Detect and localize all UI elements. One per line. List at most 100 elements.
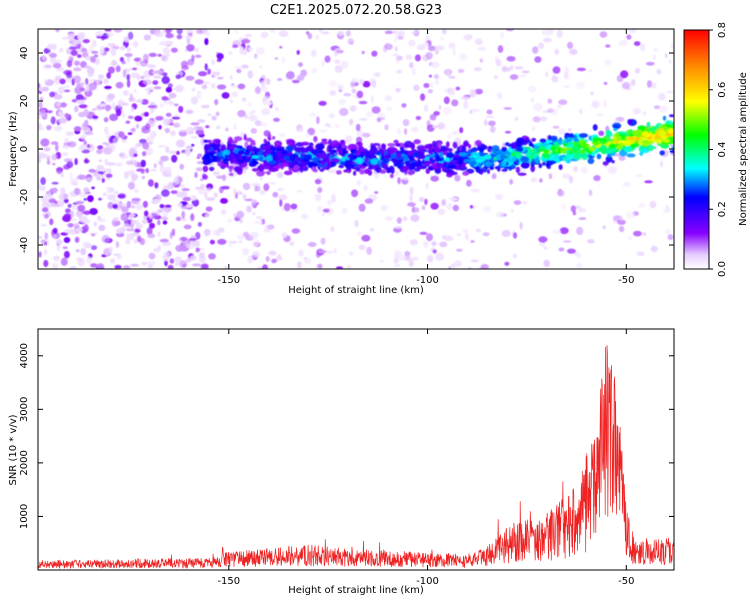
heatmap-cell <box>509 178 513 185</box>
heatmap-cell <box>436 162 444 169</box>
heatmap-cell <box>643 111 646 116</box>
heatmap-cell <box>49 52 57 58</box>
heatmap-cell <box>63 250 70 259</box>
heatmap-cell <box>318 249 327 254</box>
heatmap-cell <box>115 81 124 89</box>
heatmap-cell <box>230 159 234 165</box>
heatmap-cell <box>227 218 233 223</box>
heatmap-cell <box>203 154 210 161</box>
heatmap-cell <box>48 198 56 204</box>
heatmap-cell <box>548 173 553 180</box>
heatmap-cell <box>86 256 93 265</box>
heatmap-cell <box>395 87 401 93</box>
heatmap-cell <box>512 155 518 162</box>
heatmap-cell <box>346 264 352 269</box>
heatmap-cell <box>409 194 413 203</box>
heatmap-cell <box>191 127 198 131</box>
heatmap-cell <box>297 74 305 81</box>
heatmap-cell <box>248 144 253 151</box>
heatmap-cell <box>111 199 121 205</box>
heatmap-cell <box>345 30 351 37</box>
heatmap-cell <box>278 30 289 38</box>
heatmap-cell <box>141 175 145 180</box>
heatmap-cell <box>452 157 461 161</box>
heatmap-cell <box>377 144 381 150</box>
heatmap-cell <box>333 124 340 128</box>
heatmap-cell <box>419 231 428 235</box>
heatmap-cell <box>77 174 87 180</box>
heatmap-cell <box>598 137 608 145</box>
heatmap-cell <box>51 153 58 161</box>
heatmap-cell <box>578 217 587 221</box>
heatmap-cell <box>98 224 106 231</box>
heatmap-cell <box>70 218 77 222</box>
heatmap-cell <box>148 52 157 58</box>
colorbar-tick-label: 0.8 <box>717 22 728 38</box>
heatmap-cell <box>58 117 68 124</box>
heatmap-cell <box>279 198 283 207</box>
heatmap-cell <box>95 173 103 178</box>
heatmap-cell <box>351 189 359 198</box>
heatmap-cell <box>40 239 46 245</box>
heatmap-cell <box>635 130 644 136</box>
heatmap-cell <box>448 90 456 96</box>
heatmap-cell <box>190 136 199 139</box>
heatmap-cell <box>423 83 430 88</box>
heatmap-cell <box>588 189 593 196</box>
heatmap-cell <box>190 194 197 201</box>
heatmap-cell <box>157 208 164 213</box>
heatmap-cell <box>111 102 116 110</box>
heatmap-cell <box>182 263 187 268</box>
heatmap-cell <box>575 205 581 209</box>
heatmap-cell <box>409 239 418 246</box>
heatmap-cell <box>207 68 212 75</box>
heatmap-cell <box>171 116 181 120</box>
heatmap-cell <box>552 229 562 235</box>
heatmap-cell <box>330 161 337 167</box>
heatmap-cell <box>253 220 263 224</box>
heatmap-cell <box>204 213 210 218</box>
heatmap-cell <box>463 159 470 163</box>
heatmap-cell <box>247 255 254 264</box>
heatmap-cell <box>564 65 570 74</box>
x-tick-label: -50 <box>618 275 634 286</box>
heatmap-cell <box>349 105 357 112</box>
heatmap-cell <box>605 149 612 155</box>
heatmap-cell <box>440 36 444 41</box>
heatmap-cell <box>182 196 192 202</box>
heatmap-cell <box>222 174 227 181</box>
heatmap-cell <box>148 252 156 260</box>
heatmap-cell <box>434 79 439 85</box>
heatmap-cell <box>446 69 450 77</box>
heatmap-cell <box>54 75 62 81</box>
heatmap-cell <box>63 145 69 149</box>
heatmap-cell <box>253 53 258 59</box>
heatmap-cell <box>540 116 548 122</box>
heatmap-cell <box>575 262 583 269</box>
heatmap-cell <box>621 140 630 144</box>
heatmap-cell <box>77 54 82 58</box>
heatmap-cell <box>88 44 94 52</box>
heatmap-cell <box>245 33 252 38</box>
heatmap-cell <box>215 111 220 117</box>
heatmap-cell <box>217 161 223 167</box>
heatmap-cell <box>471 108 481 113</box>
heatmap-cell <box>429 157 434 162</box>
heatmap-cell <box>132 67 138 71</box>
heatmap-cell <box>296 50 300 55</box>
heatmap-cell <box>495 59 502 67</box>
snr-y-ticks: 1000 2000 3000 4000 <box>19 343 674 529</box>
heatmap-cell <box>196 29 203 35</box>
heatmap-cell <box>311 67 318 74</box>
heatmap-cell <box>328 139 332 146</box>
heatmap-cell <box>439 241 448 248</box>
heatmap-cell <box>64 228 72 234</box>
heatmap-cell <box>366 111 374 117</box>
heatmap-cell <box>470 240 475 243</box>
heatmap-cell <box>411 206 415 214</box>
heatmap-cell <box>242 231 250 238</box>
heatmap-cell <box>479 58 483 63</box>
heatmap-cell <box>281 150 287 155</box>
heatmap-cell <box>482 232 490 237</box>
heatmap-cell <box>602 161 609 166</box>
